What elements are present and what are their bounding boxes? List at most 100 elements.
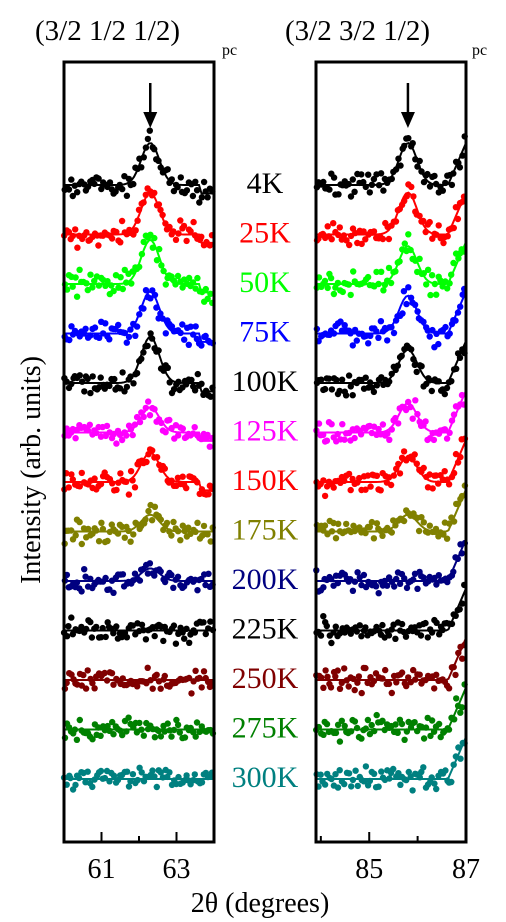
data-point — [322, 667, 329, 674]
data-point — [119, 731, 126, 739]
data-point — [356, 622, 363, 629]
data-point — [76, 518, 83, 526]
data-point — [444, 233, 451, 240]
data-point — [106, 179, 114, 186]
data-point — [151, 146, 158, 153]
data-point — [157, 685, 164, 692]
data-point — [414, 308, 421, 315]
data-point — [370, 388, 378, 396]
data-point — [334, 579, 341, 587]
data-point — [416, 255, 423, 262]
data-point — [375, 425, 382, 433]
data-point — [113, 440, 120, 447]
data-point — [164, 364, 171, 371]
data-point — [186, 639, 193, 646]
data-point — [383, 582, 391, 589]
data-point — [442, 767, 449, 774]
data-point — [187, 228, 194, 235]
data-point — [104, 278, 111, 285]
data-point — [386, 775, 393, 782]
data-point — [168, 323, 176, 330]
data-point — [157, 310, 164, 317]
data-point — [65, 228, 73, 236]
data-point — [144, 342, 151, 350]
data-point — [108, 670, 116, 677]
data-point — [73, 579, 81, 586]
data-point — [446, 280, 453, 287]
data-point — [170, 622, 178, 629]
data-point — [420, 217, 427, 225]
data-point — [411, 719, 418, 726]
data-point — [358, 171, 365, 178]
data-point — [332, 729, 340, 737]
data-point — [391, 583, 398, 590]
data-point — [441, 390, 448, 398]
data-point — [142, 144, 150, 151]
data-point — [416, 212, 423, 220]
data-point — [140, 154, 147, 161]
data-point — [130, 180, 137, 188]
data-point — [97, 767, 105, 775]
data-point — [200, 178, 208, 186]
data-point — [366, 379, 374, 386]
data-point — [392, 268, 399, 275]
data-point — [159, 211, 166, 219]
data-point — [200, 619, 207, 626]
data-point — [320, 684, 327, 691]
data-point — [84, 667, 91, 674]
data-point — [198, 684, 205, 691]
data-point — [386, 378, 393, 385]
data-point — [321, 492, 329, 500]
data-point — [65, 484, 73, 491]
data-point — [119, 571, 127, 578]
data-point — [433, 291, 440, 298]
data-point — [151, 773, 158, 780]
data-point — [336, 630, 344, 637]
data-point — [338, 679, 345, 686]
data-point — [161, 728, 168, 735]
data-point — [127, 426, 135, 433]
data-point — [351, 434, 358, 442]
data-point — [388, 626, 395, 633]
data-point — [93, 623, 100, 631]
left-panel-title-subscript: pc — [222, 42, 237, 59]
data-point — [72, 226, 79, 233]
data-point — [366, 189, 373, 196]
data-point — [392, 218, 400, 225]
data-point — [350, 268, 357, 275]
data-point — [345, 372, 353, 379]
data-point — [170, 726, 178, 734]
data-point — [162, 281, 169, 288]
data-point — [98, 185, 105, 193]
data-point — [87, 618, 94, 626]
data-point — [129, 477, 136, 484]
data-point — [323, 437, 331, 444]
data-point — [373, 268, 380, 276]
data-point — [429, 235, 436, 242]
data-point — [151, 406, 158, 413]
data-point — [431, 280, 439, 288]
data-point — [378, 768, 385, 775]
data-point — [452, 317, 459, 324]
data-point — [78, 588, 85, 595]
data-point — [424, 170, 431, 178]
data-point — [129, 771, 137, 778]
data-point — [202, 630, 209, 638]
data-point — [394, 362, 401, 369]
data-point — [377, 170, 385, 177]
data-point — [102, 574, 109, 582]
data-point — [370, 175, 378, 183]
data-point — [403, 682, 410, 690]
data-point — [198, 194, 206, 201]
data-point — [457, 709, 464, 716]
data-point — [123, 768, 131, 775]
data-point — [365, 171, 372, 178]
data-point — [183, 381, 190, 388]
data-point — [392, 721, 399, 728]
data-point — [204, 531, 211, 538]
data-point — [131, 421, 139, 428]
left-panel-data — [60, 127, 217, 793]
data-point — [69, 232, 77, 240]
data-point — [117, 239, 124, 246]
data-point — [328, 639, 335, 647]
